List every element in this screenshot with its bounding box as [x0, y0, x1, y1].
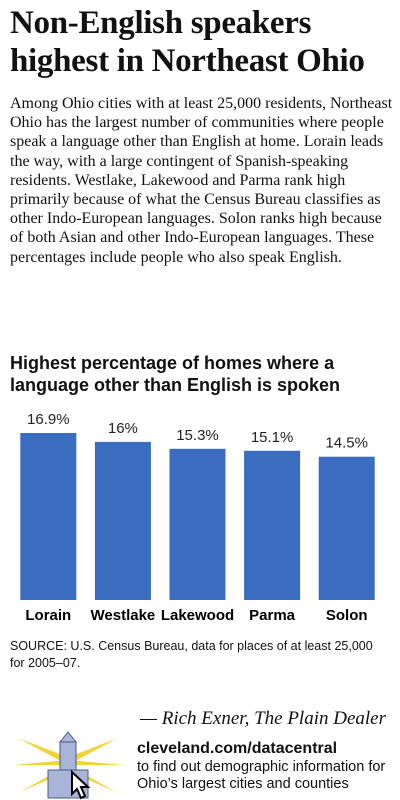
- credit: — Rich Exner, The Plain Dealer: [140, 708, 386, 729]
- logo: [13, 730, 123, 800]
- intro: Among Ohio cities with at least 25,000 r…: [10, 95, 393, 266]
- link-text: to find out demographic information for …: [137, 759, 386, 792]
- x-tick-label: Solon: [326, 607, 368, 624]
- headline: Non-English speakers highest in Northeas…: [10, 5, 365, 79]
- x-tick-label: Lakewood: [161, 607, 234, 624]
- bar: [244, 450, 301, 600]
- source: SOURCE: U.S. Census Bureau, data for pla…: [10, 639, 373, 670]
- value-label: 16.9%: [27, 411, 70, 428]
- bar: [94, 441, 151, 600]
- bar: [318, 456, 375, 600]
- x-tick-label: Lorain: [25, 607, 71, 624]
- value-label: 15.1%: [251, 429, 294, 446]
- bar: [169, 448, 226, 600]
- chart-title: Highest percentage of homes where a lang…: [10, 353, 341, 395]
- x-tick-label: Westlake: [91, 607, 156, 624]
- bar: [20, 433, 77, 600]
- cursor: [71, 769, 91, 800]
- value-label: 16%: [108, 420, 138, 437]
- value-label: 15.3%: [176, 427, 219, 444]
- link[interactable]: cleveland.com/datacentral: [137, 740, 338, 757]
- chart: Lorain 16.9% Westlake 16% Lakewood 15.3% Parma…: [20, 411, 375, 624]
- x-tick-label: Parma: [249, 607, 296, 624]
- value-label: 14.5%: [325, 435, 368, 452]
